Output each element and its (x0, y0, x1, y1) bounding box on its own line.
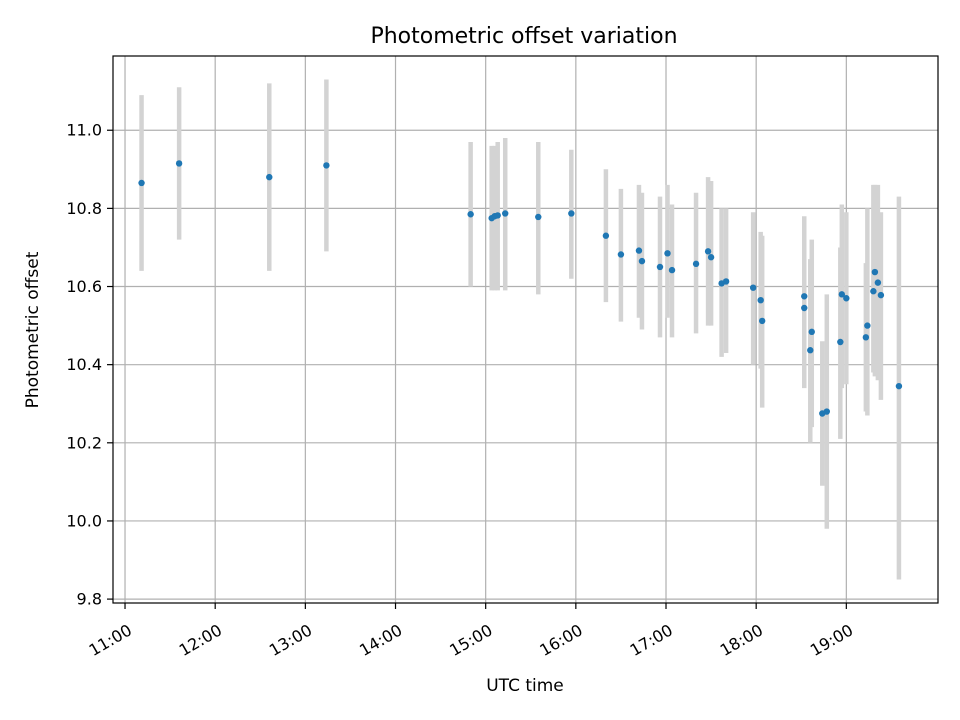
data-point (808, 328, 815, 336)
data-point (635, 247, 643, 254)
data-point (323, 162, 330, 169)
y-axis-label: Photometric offset (23, 251, 43, 408)
point-layer (138, 160, 903, 417)
y-tick-label: 9.8 (77, 590, 102, 609)
data-point (843, 295, 850, 302)
grid-layer (113, 56, 938, 603)
x-tick-label: 12:00 (176, 620, 225, 660)
data-point (494, 212, 501, 219)
x-tick-label: 15:00 (446, 620, 495, 660)
data-point (722, 278, 730, 285)
data-point (266, 173, 273, 181)
tick-layer: 11:00 12:00 13:00 14:00 15:00 16:00 17:00 18:00… (66, 121, 856, 660)
data-point (749, 284, 757, 291)
data-point (895, 382, 903, 390)
data-point (807, 347, 814, 354)
data-point (801, 293, 808, 300)
data-point (757, 296, 764, 304)
x-tick-label: 16:00 (536, 620, 585, 660)
data-point (864, 322, 871, 329)
data-point (692, 260, 700, 268)
data-point (175, 160, 183, 167)
y-tick-label: 11.0 (66, 121, 102, 140)
y-tick-label: 10.4 (66, 355, 102, 374)
chart-title: Photometric offset variation (370, 24, 677, 49)
x-tick-label: 18:00 (717, 620, 766, 660)
data-point (837, 338, 844, 346)
data-point (877, 291, 885, 299)
data-point (823, 408, 830, 415)
y-tick-label: 10.6 (66, 277, 102, 296)
y-tick-label: 10.8 (66, 199, 102, 218)
data-point (467, 211, 474, 218)
data-point (801, 304, 808, 312)
data-point (871, 268, 879, 276)
x-tick-label: 13:00 (266, 620, 315, 660)
plot-frame (112, 55, 939, 604)
data-point (535, 213, 542, 221)
data-point (758, 317, 766, 325)
errorbar-layer (139, 79, 902, 580)
data-point (138, 179, 145, 187)
data-point (874, 279, 882, 286)
data-point (656, 263, 664, 271)
data-point (870, 288, 877, 295)
x-axis-label: UTC time (486, 676, 564, 696)
data-point (502, 210, 509, 217)
data-point (617, 251, 625, 258)
y-tick-label: 10.2 (66, 433, 102, 452)
x-tick-label: 11:00 (86, 620, 135, 660)
data-point (568, 210, 575, 217)
x-tick-label: 17:00 (627, 620, 676, 660)
y-tick-label: 10.0 (66, 511, 102, 530)
data-point (704, 248, 712, 255)
data-point (602, 232, 610, 239)
data-point (668, 266, 676, 274)
data-point (707, 254, 715, 261)
data-point (862, 334, 870, 341)
data-point (638, 257, 646, 265)
data-point (838, 291, 846, 298)
x-tick-label: 14:00 (356, 620, 405, 660)
x-tick-label: 19:00 (807, 620, 856, 660)
data-point (664, 250, 671, 257)
